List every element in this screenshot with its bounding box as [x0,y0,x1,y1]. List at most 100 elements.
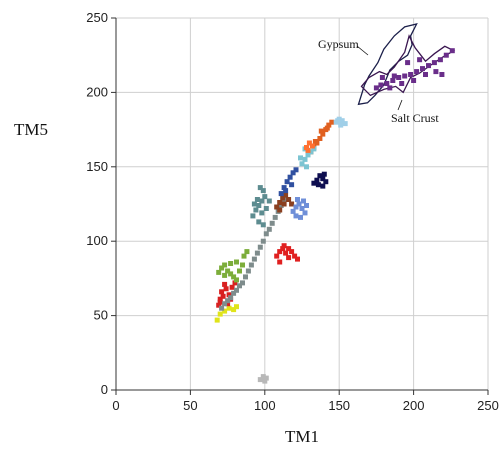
data-point [234,277,239,283]
data-point [228,271,234,277]
y-axis-title: TM5 [14,120,48,139]
y-tick-label: 250 [86,10,108,25]
x-tick-label: 50 [183,398,197,413]
data-point [257,244,263,250]
data-point [216,302,222,308]
data-point [296,201,302,207]
data-point [420,66,425,72]
data-point [256,203,262,208]
data-point [231,290,237,296]
data-point [251,201,257,207]
data-point [324,125,330,131]
data-point [286,255,292,261]
data-point [277,249,283,255]
data-point [339,118,345,124]
data-point [323,179,329,185]
x-tick-label: 100 [254,398,276,413]
data-point [284,179,290,185]
data-point [281,201,287,207]
axes [115,18,488,391]
data-point [405,60,411,66]
data-point [306,140,312,146]
data-point [222,308,228,314]
data-point [293,167,299,173]
data-point [311,146,317,152]
data-point [219,305,225,311]
data-point [234,287,239,293]
data-point [277,200,283,205]
data-point [217,311,223,317]
data-point [259,210,265,216]
data-point [277,259,283,265]
data-point [260,374,266,380]
data-point [266,226,272,232]
data-point [384,81,390,86]
data-point [250,213,256,219]
region-outline [360,34,456,97]
data-point [283,250,289,256]
data-point [259,198,265,204]
data-point [222,272,228,278]
data-point [119,381,125,387]
data-point [318,128,324,134]
data-point [305,152,311,158]
data-point [228,295,234,301]
x-axis-title: TM1 [285,427,319,446]
data-point [232,280,238,286]
x-tick-label: 0 [112,398,119,413]
data-point [308,149,314,155]
data-point [262,194,268,200]
data-point [263,231,269,237]
data-point [390,78,396,83]
data-point [274,204,280,210]
annotation-salt-crust: Salt Crust [391,111,439,125]
data-point [387,85,393,91]
data-point [437,57,443,63]
data-point [237,283,242,289]
data-point [253,207,259,213]
data-point [243,274,248,280]
data-point [292,253,298,259]
data-point [320,183,326,189]
data-point [373,85,379,91]
data-point [225,301,231,307]
data-point [290,208,296,214]
data-point [302,156,308,162]
data-point [289,249,295,255]
data-point [301,198,306,204]
data-point [302,210,308,216]
data-point [278,191,284,197]
data-point [281,185,287,191]
data-point [431,60,437,66]
data-point [289,182,295,188]
data-point [281,243,287,249]
data-point [305,147,311,153]
data-point [378,82,384,88]
data-point [266,198,272,204]
data-point [226,305,232,311]
data-point [335,118,341,124]
data-point [342,121,348,127]
data-point [312,139,318,144]
y-tick-label: 50 [94,308,108,323]
data-point [311,180,317,186]
data-point [234,304,239,310]
data-point [219,289,225,295]
x-tick-label: 150 [328,398,350,413]
data-point [283,192,289,198]
data-point [439,72,445,77]
data-point [241,253,247,259]
data-point [260,238,266,244]
data-point [222,301,228,307]
y-tick-labels: 0 50 100 150 200 250 [86,10,116,397]
data-point [231,274,237,280]
data-point [251,256,257,262]
data-point [299,161,305,167]
data-point [245,268,251,274]
data-point [226,292,232,298]
data-point [263,206,269,211]
data-point [219,265,225,271]
data-point [426,63,431,69]
data-point [216,269,222,275]
data-point [269,220,275,226]
